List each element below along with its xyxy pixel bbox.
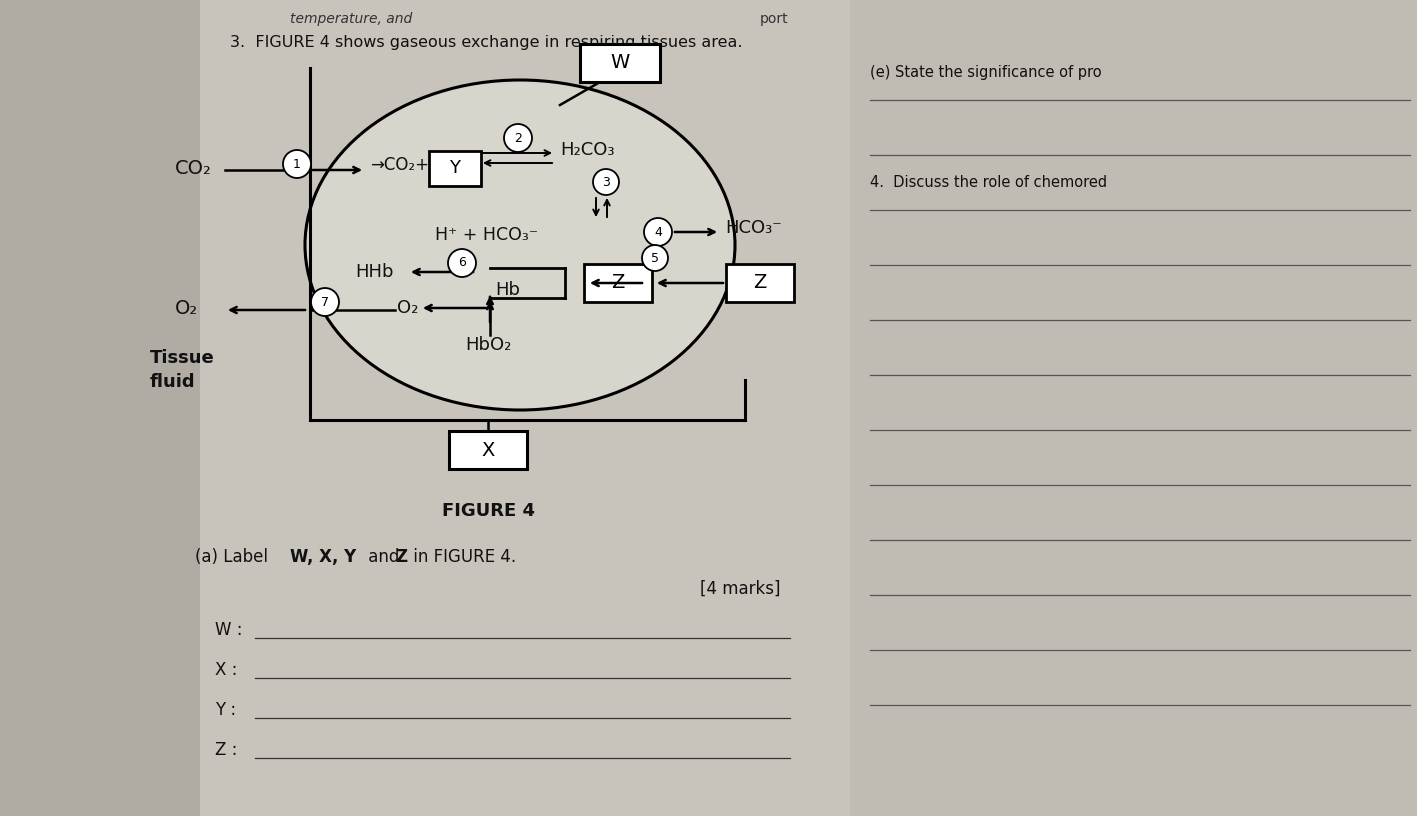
Text: W :: W :	[215, 621, 242, 639]
Bar	[850, 0, 1417, 816]
Bar	[429, 150, 480, 185]
Text: in FIGURE 4.: in FIGURE 4.	[408, 548, 516, 566]
Text: (e) State the significance of pro: (e) State the significance of pro	[870, 65, 1101, 80]
Text: HCO₃⁻: HCO₃⁻	[726, 219, 782, 237]
Text: 1: 1	[293, 157, 300, 171]
Text: [4 marks]: [4 marks]	[700, 580, 779, 598]
Text: →CO₂+: →CO₂+	[370, 156, 429, 174]
Text: X :: X :	[215, 661, 238, 679]
Text: Z :: Z :	[215, 741, 238, 759]
Text: FIGURE 4: FIGURE 4	[442, 502, 534, 520]
Text: Tissue
fluid: Tissue fluid	[150, 349, 215, 391]
Text: Z: Z	[611, 273, 625, 292]
Text: Y: Y	[449, 159, 461, 177]
Text: and: and	[363, 548, 405, 566]
Circle shape	[642, 245, 667, 271]
Text: X: X	[482, 441, 495, 459]
Circle shape	[643, 218, 672, 246]
Text: Z: Z	[754, 273, 767, 292]
Ellipse shape	[305, 80, 735, 410]
Text: 5: 5	[650, 251, 659, 264]
Text: HbO₂: HbO₂	[465, 336, 512, 354]
Circle shape	[448, 249, 476, 277]
Text: O₂: O₂	[176, 299, 198, 317]
Bar	[0, 0, 200, 816]
Bar	[584, 264, 652, 302]
Circle shape	[310, 288, 339, 316]
Text: W, X, Y: W, X, Y	[290, 548, 356, 566]
Bar	[580, 44, 660, 82]
Text: 6: 6	[458, 256, 466, 269]
Text: 2: 2	[514, 131, 521, 144]
Text: Y :: Y :	[215, 701, 237, 719]
Text: Hb: Hb	[495, 281, 520, 299]
Text: H₂CO₃: H₂CO₃	[560, 141, 615, 159]
Circle shape	[283, 150, 310, 178]
Text: temperature, and: temperature, and	[290, 12, 412, 26]
Text: 3.  FIGURE 4 shows gaseous exchange in respiring tissues area.: 3. FIGURE 4 shows gaseous exchange in re…	[230, 35, 743, 50]
Text: 4.  Discuss the role of chemored: 4. Discuss the role of chemored	[870, 175, 1107, 190]
Text: W: W	[611, 54, 629, 73]
Text: O₂: O₂	[397, 299, 418, 317]
Text: Z: Z	[395, 548, 407, 566]
Text: (a) Label: (a) Label	[196, 548, 273, 566]
Text: 4: 4	[655, 225, 662, 238]
Bar	[449, 431, 527, 469]
Text: port: port	[760, 12, 789, 26]
Text: HHb: HHb	[356, 263, 394, 281]
Circle shape	[592, 169, 619, 195]
Bar	[726, 264, 794, 302]
Circle shape	[504, 124, 531, 152]
Text: 7: 7	[322, 295, 329, 308]
Text: H⁺ + HCO₃⁻: H⁺ + HCO₃⁻	[435, 226, 538, 244]
Text: CO₂: CO₂	[176, 158, 213, 178]
Text: 3: 3	[602, 175, 609, 188]
